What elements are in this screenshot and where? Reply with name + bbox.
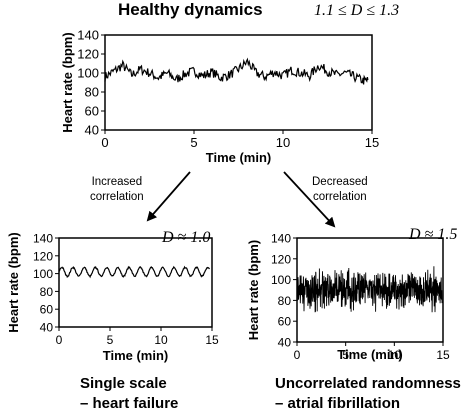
heart-failure-caption-line1: Single scale <box>80 375 167 392</box>
atrial-fibrillation-caption: Uncorrelated randomness – atrial fibrill… <box>275 374 461 414</box>
y-tick-label: 60 <box>278 315 292 329</box>
y-tick-label: 60 <box>85 104 99 119</box>
y-tick-label: 40 <box>278 336 292 350</box>
heart-failure-x-axis-label: Time (min) <box>103 348 169 363</box>
arrow-left-line2: correlation <box>90 191 144 203</box>
y-tick-label: 120 <box>33 249 53 263</box>
atrial-fibrillation-dimension: D ≈ 1.5 <box>409 226 458 243</box>
x-tick-label: 0 <box>294 348 301 362</box>
y-tick-label: 140 <box>33 232 53 246</box>
healthy-x-axis-label: Time (min) <box>206 150 272 165</box>
y-tick-label: 100 <box>33 267 53 281</box>
atrial-fibrillation-caption-line2: – atrial fibrillation <box>275 395 401 412</box>
x-tick-label: 5 <box>107 333 114 347</box>
heart-failure-trace <box>58 265 210 279</box>
heart-failure-y-axis-label: Heart rate (bpm) <box>6 232 21 332</box>
y-tick-label: 80 <box>278 294 292 308</box>
x-tick-label: 15 <box>365 135 379 150</box>
figure-title: Healthy dynamics <box>118 0 263 19</box>
arrow-left <box>146 171 191 222</box>
y-tick-label: 100 <box>77 66 99 81</box>
heart-failure-caption: Single scale – heart failure <box>80 374 178 414</box>
y-tick-label: 140 <box>77 28 99 43</box>
y-tick-label: 80 <box>85 85 99 100</box>
atrial-fibrillation-x-axis-label: Time (min) <box>337 347 403 362</box>
atrial-fibrillation-chart: 40 60 80 100 120 140 0 5 10 15 Heart rate (bpm) T… <box>246 232 450 363</box>
arrow-right-label: Decreased correlation <box>312 175 368 205</box>
x-tick-label: 15 <box>436 348 450 362</box>
arrow-right-line1: Decreased <box>312 176 368 188</box>
healthy-chart: 40 60 80 100 120 140 0 5 10 15 Heart rate (bpm) T… <box>60 28 379 166</box>
heart-failure-dimension: D ≈ 1.0 <box>162 229 211 246</box>
y-tick-label: 100 <box>271 273 291 287</box>
atrial-fibrillation-caption-line1: Uncorrelated randomness <box>275 375 461 392</box>
y-tick-label: 40 <box>40 321 54 335</box>
x-tick-label: 5 <box>190 135 197 150</box>
atrial-fibrillation-y-axis-label: Heart rate (bpm) <box>246 240 261 340</box>
arrow-right-line2: correlation <box>312 191 367 203</box>
y-tick-label: 120 <box>77 47 99 62</box>
heart-failure-chart: 40 60 80 100 120 140 0 5 10 15 Heart rate (bpm) T… <box>6 232 219 364</box>
heart-failure-caption-line2: – heart failure <box>80 395 179 412</box>
y-tick-label: 60 <box>40 303 54 317</box>
healthy-y-axis-label: Heart rate (bpm) <box>60 32 75 132</box>
atrial-fibrillation-trace <box>296 266 443 313</box>
arrow-left-line1: Increased <box>91 176 143 188</box>
arrow-left-label: Increased correlation <box>90 175 144 205</box>
y-tick-label: 40 <box>85 123 99 138</box>
x-tick-label: 15 <box>205 333 219 347</box>
arrow-right <box>283 171 336 228</box>
x-tick-label: 5 <box>342 348 349 362</box>
y-tick-label: 80 <box>40 285 54 299</box>
healthy-dimension: 1.1 ≤ D ≤ 1.3 <box>314 2 400 19</box>
y-tick-label: 140 <box>271 232 291 246</box>
x-tick-label: 0 <box>101 135 108 150</box>
x-tick-label: 10 <box>276 135 290 150</box>
healthy-trace <box>104 57 369 85</box>
x-tick-label: 10 <box>388 348 402 362</box>
x-tick-label: 10 <box>154 333 168 347</box>
x-tick-label: 0 <box>56 333 63 347</box>
y-tick-label: 120 <box>271 252 291 266</box>
